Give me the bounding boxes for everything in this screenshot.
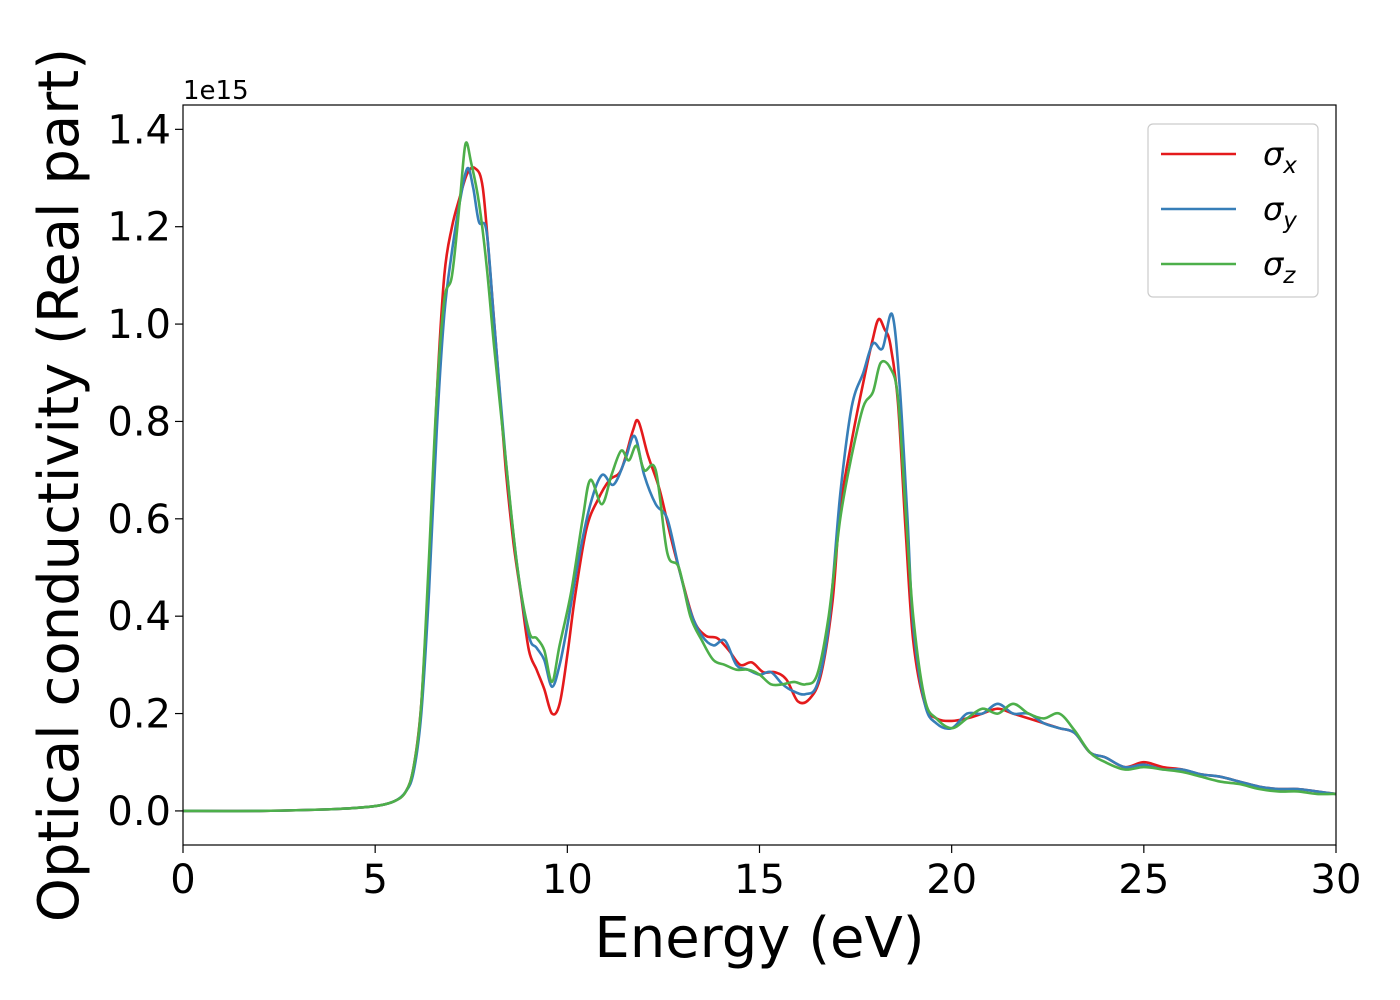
x-tick-label: 0 <box>170 857 195 903</box>
series-layer <box>183 141 1336 813</box>
legend-label-y: σy <box>1263 190 1297 234</box>
y-axis-label: Optical conductivity (Real part) <box>27 48 92 922</box>
legend-label-x: σx <box>1263 135 1297 179</box>
y-tick-label: 0.0 <box>107 789 171 835</box>
y-tick-label: 0.4 <box>107 594 171 640</box>
y-tick-label: 0.8 <box>107 399 171 445</box>
x-tick-label: 5 <box>362 857 387 903</box>
series-line-z <box>183 141 1336 813</box>
y-tick-label: 1.0 <box>107 302 171 348</box>
legend-box <box>1147 123 1319 298</box>
x-tick-label: 30 <box>1311 857 1362 903</box>
y-tick-label: 0.2 <box>107 692 171 738</box>
x-tick-label: 10 <box>542 857 593 903</box>
y-tick-label: 0.6 <box>107 497 171 543</box>
x-tick-label: 20 <box>926 857 977 903</box>
legend: σx σy σz <box>1147 123 1319 298</box>
y-tick-label: 1.2 <box>107 205 171 251</box>
axis-ticks: 0 5 10 15 20 25 30 0.0 0.2 0.4 0.6 0.8 1.0 1.2 1.4 <box>107 107 1361 903</box>
legend-label-z: σz <box>1263 245 1296 289</box>
x-axis-label: Energy (eV) <box>594 906 924 971</box>
y-offset-label: 1e15 <box>183 76 249 106</box>
x-tick-label: 15 <box>734 857 785 903</box>
y-tick-label: 1.4 <box>107 107 171 153</box>
x-tick-label: 25 <box>1118 857 1169 903</box>
